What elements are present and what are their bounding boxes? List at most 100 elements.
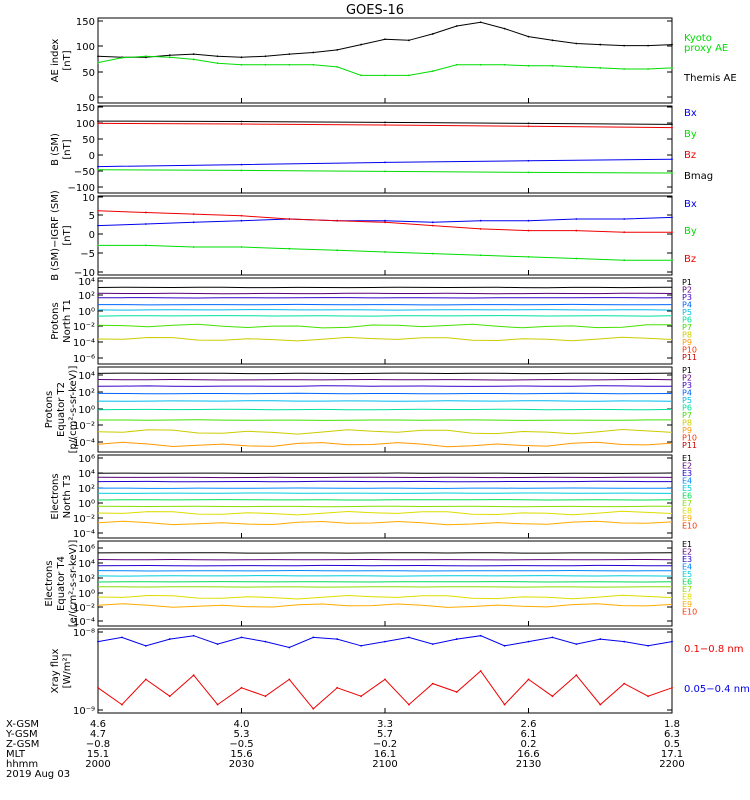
y-tick-label: 0 <box>89 93 95 104</box>
legend-entry: By <box>684 226 697 237</box>
data-point <box>455 691 458 693</box>
data-point <box>575 257 578 260</box>
y-axis-label: B (SM) <box>50 133 61 166</box>
data-point <box>288 218 291 220</box>
legend-entry: P8 <box>682 419 692 428</box>
legend-entry: Bx <box>684 199 697 210</box>
legend-entry: E8 <box>682 593 692 602</box>
panel-frame <box>97 277 673 365</box>
data-point <box>408 636 410 639</box>
series-line-E9 <box>97 603 673 608</box>
data-point <box>264 63 267 66</box>
series-line-P7 <box>97 323 672 329</box>
footer-row-label: Y-GSM <box>5 729 38 740</box>
data-point <box>384 161 386 164</box>
data-point <box>384 74 386 77</box>
footer-value: 6.3 <box>664 729 680 740</box>
y-tick-label: 10⁴ <box>78 469 95 480</box>
data-point <box>240 246 243 248</box>
y-axis-label: North T1 <box>62 299 73 343</box>
data-point <box>527 122 530 125</box>
y-tick-label: 10⁻² <box>73 514 95 525</box>
data-point <box>671 686 673 689</box>
legend-entry: E1 <box>682 454 692 463</box>
data-point <box>192 213 195 216</box>
data-point <box>455 63 458 66</box>
data-point <box>121 703 123 706</box>
data-point <box>144 211 147 214</box>
footer-value: 3.3 <box>377 719 393 730</box>
series-line-P9 <box>97 441 673 448</box>
data-point <box>312 63 315 66</box>
panel-frame <box>97 105 673 194</box>
footer-value: 2130 <box>516 759 541 770</box>
y-axis-label: Equator T2 <box>56 382 67 437</box>
data-point <box>288 646 291 649</box>
y-tick-label: 10⁰ <box>78 499 95 510</box>
y-axis-label: Protons <box>50 302 61 339</box>
data-point <box>527 64 530 67</box>
data-point <box>431 221 434 224</box>
data-point <box>264 640 267 643</box>
data-point <box>97 224 99 227</box>
legend-entry: P1 <box>682 278 692 287</box>
data-point <box>503 703 506 706</box>
legend-entry: P9 <box>682 426 692 435</box>
y-tick-label: 10⁰ <box>78 307 95 318</box>
data-point <box>408 39 410 42</box>
data-point <box>647 644 649 647</box>
footer-value: −0.5 <box>229 739 253 750</box>
footer-value: 5.3 <box>234 729 250 740</box>
data-point <box>97 122 99 125</box>
data-point <box>647 68 649 70</box>
y-tick-label: 10⁻⁹ <box>73 706 95 717</box>
y-tick-label: 10⁻⁴ <box>73 529 95 540</box>
legend-entry: Bx <box>684 108 697 119</box>
data-point <box>479 254 482 257</box>
data-point <box>240 56 243 59</box>
data-point <box>144 644 147 647</box>
data-point <box>288 53 291 56</box>
series-line-E7 <box>97 505 672 508</box>
data-point <box>192 58 195 61</box>
data-point <box>384 251 386 253</box>
data-point <box>97 686 99 689</box>
series-line-P5 <box>97 309 673 311</box>
series-line-Kyoto proxy AE <box>97 55 673 76</box>
footer-value: 2.6 <box>521 719 537 730</box>
data-point <box>671 640 673 643</box>
data-point <box>455 25 458 27</box>
data-point <box>623 68 626 70</box>
data-point <box>599 638 602 640</box>
data-point <box>384 170 386 173</box>
data-point <box>97 244 99 247</box>
data-point <box>240 163 243 166</box>
data-point <box>192 53 195 56</box>
data-point <box>240 123 243 125</box>
legend-entry: E5 <box>682 570 692 579</box>
footer-value: 6.1 <box>521 729 537 740</box>
data-point <box>431 70 434 73</box>
data-point <box>575 643 578 646</box>
legend-entry: P8 <box>682 331 692 340</box>
data-point <box>527 159 530 162</box>
legend-entry: P11 <box>682 353 697 362</box>
data-point <box>384 124 386 126</box>
legend-entry: P3 <box>682 381 692 390</box>
data-point <box>671 216 673 219</box>
data-point <box>575 42 578 45</box>
data-point <box>575 229 578 232</box>
y-tick-label: 10⁻⁴ <box>73 617 95 628</box>
data-point <box>431 252 434 255</box>
data-point <box>671 123 673 126</box>
data-point <box>240 169 243 172</box>
data-point <box>623 218 626 220</box>
footer-value: 16.6 <box>517 749 539 760</box>
data-point <box>479 219 482 222</box>
legend-entry: Bz <box>684 150 696 161</box>
data-point <box>192 221 195 224</box>
data-point <box>216 55 219 58</box>
footer-value: 15.1 <box>87 749 109 760</box>
series-line-P3 <box>97 385 672 387</box>
